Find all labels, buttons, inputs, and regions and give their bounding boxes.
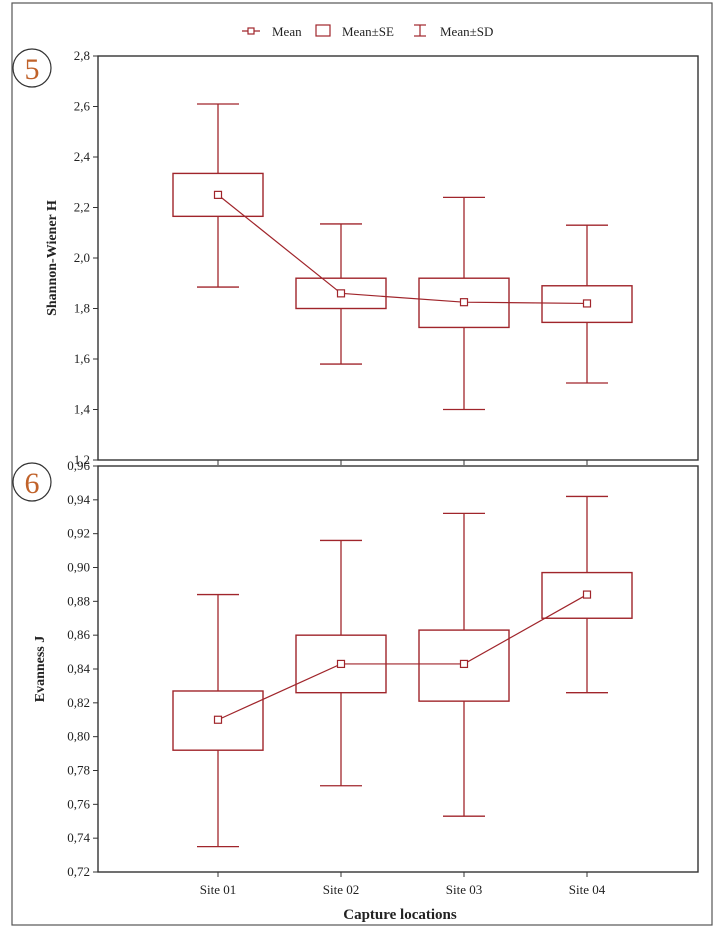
y-tick-label: 0,96 [67, 458, 90, 473]
y-tick-label: 0,78 [67, 763, 90, 778]
panel-shannon: 5 1,2 1,4 1,6 1,8 2,0 2,2 2,4 2,6 2,8 Shannon-Wien… [12, 48, 699, 467]
y-tick-label: 2,2 [74, 200, 90, 215]
panel-evenness: 6 0,72 0,74 0,76 0,78 0,80 0,82 0,84 0,86 0,88 0,9… [12, 458, 699, 897]
x-tick-label: Site 04 [569, 882, 606, 897]
legend-se-marker [315, 24, 331, 37]
mean-marker [213, 715, 223, 724]
panel-label-circle [12, 462, 52, 502]
plot-frame [97, 465, 699, 873]
mean-marker [213, 190, 223, 199]
panel-label: 5 [25, 53, 40, 86]
y-axis-title: Shannon-Wiener H [45, 200, 60, 316]
y-tick-label: 0,86 [67, 627, 90, 642]
mean-marker [459, 659, 469, 669]
y-tick-label: 1,8 [74, 301, 90, 316]
y-tick-label: 0,88 [67, 593, 90, 608]
y-tick-label: 1,6 [74, 351, 91, 366]
mean-marker [336, 289, 346, 298]
mean-marker [459, 298, 469, 307]
y-tick-label: 0,92 [67, 526, 90, 541]
panel-label-circle [12, 48, 52, 88]
mean-marker [336, 659, 346, 669]
y-axis-title: Evanness J [33, 636, 48, 703]
y-tick-label: 2,6 [74, 99, 91, 114]
y-tick-label: 1,4 [74, 402, 91, 417]
legend-mean-label: Mean [272, 24, 302, 39]
legend-mean-marker [247, 27, 255, 35]
legend: Mean Mean±SE Mean±SD [242, 24, 493, 39]
y-tick-label: 2,8 [74, 48, 90, 63]
y-tick-label: 2,0 [74, 250, 90, 265]
y-tick-label: 1,2 [74, 452, 90, 467]
legend-se-label: Mean±SE [342, 24, 394, 39]
legend-sd-label: Mean±SD [440, 24, 493, 39]
x-tick-label: Site 03 [446, 882, 482, 897]
x-tick-label: Site 01 [200, 882, 236, 897]
y-tick-label: 0,72 [67, 864, 90, 879]
legend-sd-marker [414, 24, 426, 37]
y-tick-label: 0,84 [67, 661, 90, 676]
y-tick-label: 0,76 [67, 796, 90, 811]
x-axis-title: Capture locations [343, 907, 457, 923]
y-tick-label: 0,94 [67, 492, 90, 507]
mean-marker [582, 590, 592, 599]
y-tick-label: 0,80 [67, 729, 90, 744]
panel-label: 6 [25, 467, 40, 500]
figure-frame [11, 2, 713, 926]
y-tick-label: 0,82 [67, 695, 90, 710]
y-tick-label: 0,90 [67, 560, 90, 575]
y-tick-label: 2,4 [74, 149, 91, 164]
mean-marker [582, 299, 592, 308]
mean-line [217, 594, 588, 721]
x-tick-label: Site 02 [323, 882, 359, 897]
plot-frame [97, 55, 699, 461]
y-tick-label: 0,74 [67, 830, 90, 845]
mean-line [217, 194, 588, 305]
